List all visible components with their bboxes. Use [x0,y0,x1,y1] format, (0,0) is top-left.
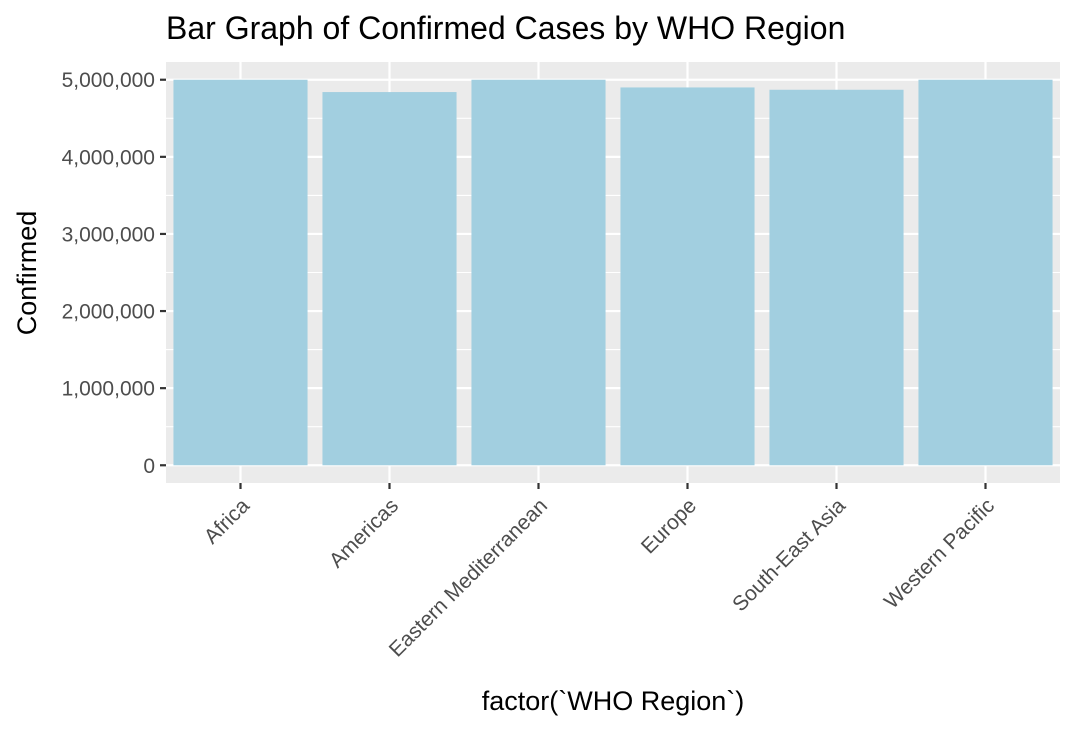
chart-title: Bar Graph of Confirmed Cases by WHO Regi… [166,10,845,46]
y-tick-label: 0 [143,455,155,478]
x-tick-label: Africa [200,494,254,548]
bar [918,79,1053,466]
x-axis-title: factor(`WHO Region`) [482,686,745,716]
x-tick-label: Western Pacific [880,494,999,613]
y-axis-title: Confirmed [12,211,42,336]
bar [769,89,904,466]
bar [620,87,755,466]
x-tick-label: Eastern Mediterranean [385,494,552,661]
y-axis: 0 1,000,000 2,000,000 3,000,000 4,000,000 5,0… [62,69,166,478]
y-tick-label: 1,000,000 [62,378,155,401]
x-tick-label: South-East Asia [728,494,850,616]
x-tick-label: Americas [325,494,403,572]
bar [471,79,606,466]
y-tick-label: 5,000,000 [62,69,155,92]
y-tick-label: 4,000,000 [62,146,155,169]
bars [173,79,1053,466]
y-tick-label: 3,000,000 [62,223,155,246]
bar [173,79,308,466]
bar [322,92,457,466]
x-tick-label: Europe [637,494,701,558]
y-tick-label: 2,000,000 [62,301,155,324]
